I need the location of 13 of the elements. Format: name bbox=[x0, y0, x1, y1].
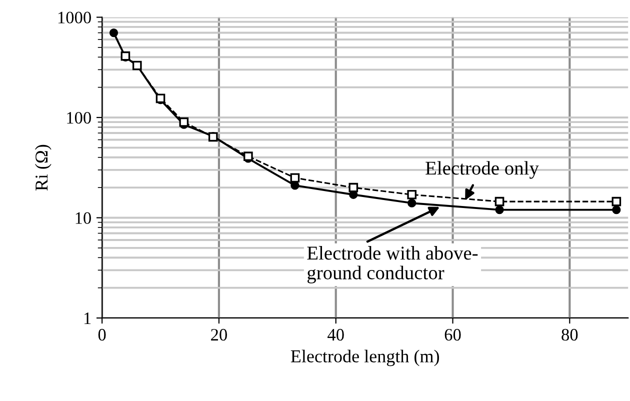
y-tick-label: 1000 bbox=[58, 12, 91, 24]
x-tick-label: 0 bbox=[98, 328, 106, 341]
y-tick-label: 100 bbox=[67, 112, 91, 124]
x-tick-label: 20 bbox=[211, 328, 227, 341]
x-tick-label: 40 bbox=[328, 328, 344, 341]
y-tick-label: 10 bbox=[76, 212, 91, 224]
y-tick-label: 1 bbox=[84, 312, 91, 324]
annotation: Electrode only bbox=[426, 161, 539, 179]
y-axis-title: Ri (Ω) bbox=[34, 144, 52, 191]
x-tick-label: 80 bbox=[562, 328, 578, 341]
x-axis-title: Electrode length (m) bbox=[290, 350, 439, 366]
x-tick-label: 60 bbox=[444, 328, 461, 341]
annotation: Electrode with above- ground conductor bbox=[307, 246, 478, 284]
